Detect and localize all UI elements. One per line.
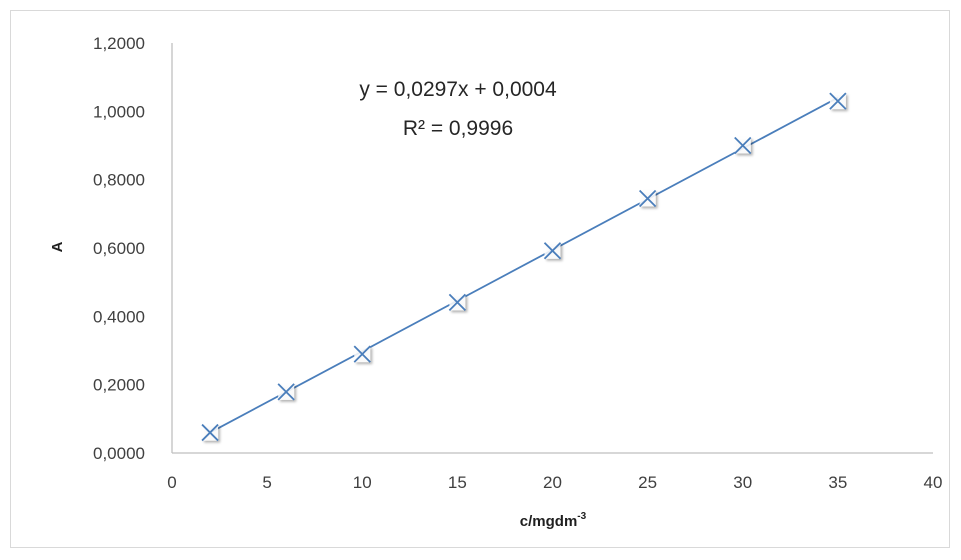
data-point-marker <box>277 383 295 401</box>
data-point-marker <box>734 136 752 155</box>
data-point-marker <box>201 423 219 442</box>
data-point-marker <box>829 92 847 110</box>
y-tick-label: 0,4000 <box>93 307 145 326</box>
data-point-marker <box>638 189 657 208</box>
trendline-equation: y = 0,0297x + 0,0004 <box>359 78 557 101</box>
data-point <box>638 189 657 208</box>
x-tick-label: 25 <box>638 473 657 492</box>
x-tick-label: 40 <box>924 473 943 492</box>
trendline <box>209 96 839 434</box>
y-tick-label: 0,0000 <box>93 444 145 463</box>
x-tick-label: 20 <box>543 473 562 492</box>
data-point <box>543 242 562 260</box>
y-tick-label: 0,8000 <box>93 171 145 190</box>
data-point <box>734 136 752 155</box>
data-point <box>829 92 847 110</box>
x-tick-label: 10 <box>353 473 372 492</box>
chart-frame <box>10 10 950 548</box>
x-tick-label: 30 <box>733 473 752 492</box>
data-point <box>201 423 219 442</box>
trendline-group <box>209 96 839 434</box>
x-axis-title-text: c/mgdm <box>520 513 578 530</box>
data-point <box>277 383 295 401</box>
x-tick-labels: 0 5 10 15 20 25 30 35 40 <box>167 473 942 492</box>
y-tick-label: 1,2000 <box>93 34 145 53</box>
data-point <box>448 293 467 312</box>
axes <box>171 43 933 454</box>
y-tick-label: 0,6000 <box>93 239 145 258</box>
data-point <box>353 345 371 363</box>
data-points <box>201 92 847 442</box>
x-tick-label: 0 <box>167 473 176 492</box>
y-tick-label: 1,0000 <box>93 102 145 121</box>
x-tick-label: 5 <box>262 473 271 492</box>
data-point-marker <box>543 242 562 260</box>
x-tick-label: 15 <box>448 473 467 492</box>
data-point-marker <box>448 293 467 312</box>
x-axis-title-superscript: -3 <box>577 511 586 522</box>
r-squared-label: R² = 0,9996 <box>403 117 513 140</box>
y-tick-label: 0,2000 <box>93 376 145 395</box>
x-tick-label: 35 <box>828 473 847 492</box>
y-axis-title: A <box>49 241 66 252</box>
x-axis-title: c/mgdm-3 <box>520 511 587 530</box>
data-point-marker <box>353 345 371 363</box>
y-tick-labels: 0,0000 0,2000 0,4000 0,6000 0,8000 1,0000 1,20… <box>93 34 145 463</box>
